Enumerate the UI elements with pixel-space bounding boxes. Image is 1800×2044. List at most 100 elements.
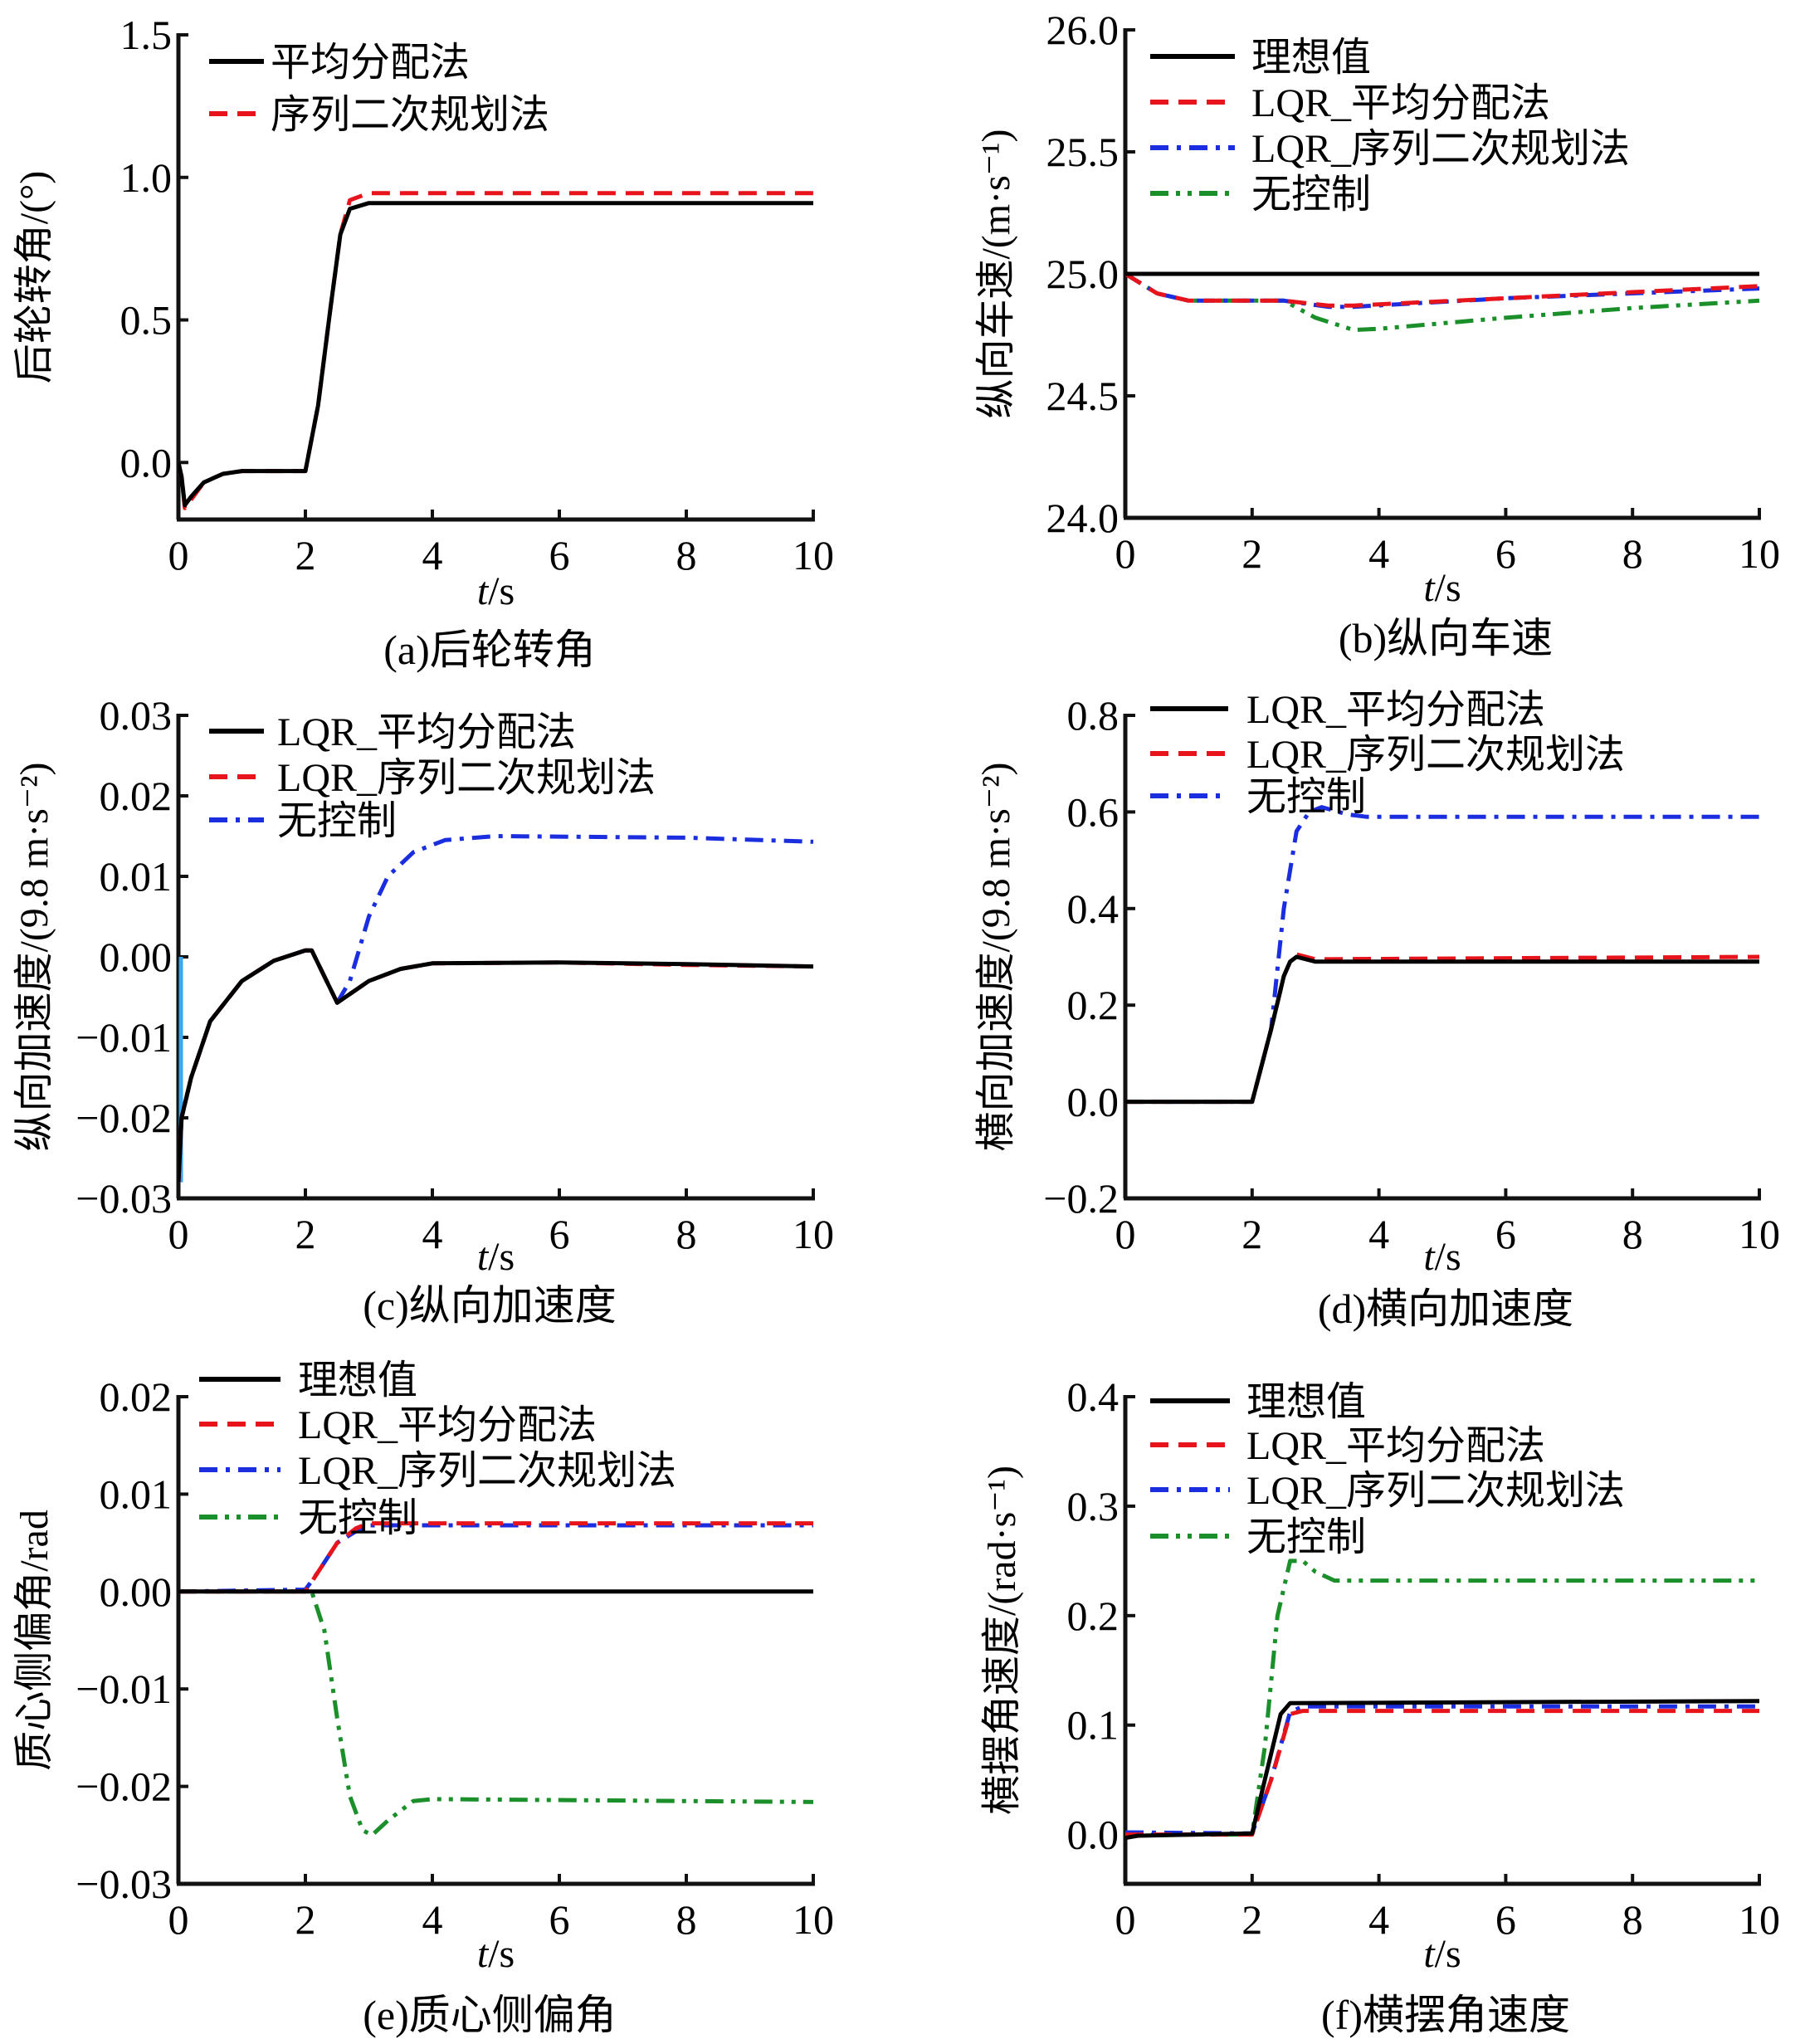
x-axis-variable: t <box>1423 1235 1436 1279</box>
legend-label: LQR_序列二次规划法 <box>1246 733 1625 777</box>
panel-b: 24.0 24.5 25.0 25.5 26.0 0 2 4 6 8 10 理想值LQR_平均分配法L… <box>974 7 1780 661</box>
legend-label: LQR_平均分配法 <box>298 1403 597 1447</box>
series-line-2 <box>178 1523 813 1594</box>
y-tick-label: 0.01 <box>100 853 173 900</box>
x-tick-label: 0 <box>168 1896 189 1943</box>
y-tick-label: 0.00 <box>100 934 173 980</box>
y-tick-label: 1.5 <box>120 12 173 58</box>
x-axis-unit: /s <box>1435 1932 1461 1976</box>
legend-label: LQR_序列二次规划法 <box>277 756 656 800</box>
x-tick-label: 10 <box>1739 530 1780 577</box>
legend-label: LQR_平均分配法 <box>1246 688 1545 732</box>
x-tick-label: 10 <box>1739 1896 1780 1943</box>
series-line-0 <box>178 948 814 1183</box>
y-tick-label: 0.6 <box>1067 788 1120 835</box>
series-line-2 <box>1125 1704 1759 1836</box>
x-tick-label: 8 <box>1622 1896 1643 1943</box>
y-tick-label: 25.0 <box>1046 251 1120 297</box>
x-axis-title: t/s <box>477 1932 515 1976</box>
panel-caption: (e)质心侧偏角 <box>363 1992 617 2038</box>
series-line-1 <box>178 948 814 1183</box>
series-line-3 <box>178 1589 814 1837</box>
y-axis-title: 质心侧偏角/rad <box>12 1510 56 1771</box>
legend-label: 理想值 <box>1251 36 1371 80</box>
legend-label: 理想值 <box>298 1359 417 1403</box>
panel-caption: (f)横摆角速度 <box>1321 1992 1570 2038</box>
x-axis-title: t/s <box>1423 1932 1461 1976</box>
x-tick-label: 8 <box>1622 1211 1643 1257</box>
panel-f: 0.0 0.1 0.2 0.3 0.4 0 2 4 6 8 10 理想值LQR_平均分配法LQR_序列… <box>980 1373 1780 2038</box>
x-axis-title: t/s <box>1423 566 1461 610</box>
x-axis-unit: /s <box>1435 1235 1461 1279</box>
panel-caption: (d)横向加速度 <box>1318 1285 1573 1332</box>
panel-d: −0.2 0.0 0.2 0.4 0.6 0.8 0 2 4 6 8 10 LQR_平均分配法LQR_序… <box>974 688 1780 1332</box>
x-axis-title: t/s <box>477 569 515 613</box>
legend-label: 序列二次规划法 <box>271 93 549 137</box>
x-tick-label: 6 <box>1495 1896 1516 1943</box>
x-tick-label: 8 <box>1622 530 1643 577</box>
panel-e: −0.03−0.02−0.010.000.010.020 2 4 6 8 10理想值LQR… <box>12 1359 834 2038</box>
x-tick-label: 6 <box>1495 1211 1516 1257</box>
x-tick-label: 6 <box>549 1896 570 1943</box>
y-tick-label: 0.01 <box>100 1471 173 1517</box>
x-axis-title: t/s <box>477 1235 515 1279</box>
y-tick-label: −0.02 <box>76 1763 172 1810</box>
y-tick-label: 0.5 <box>120 297 173 344</box>
panel-c: −0.03 −0.02 −0.01 0.00 0.01 0.02 0.03 0 2 4 6 8 10 LQ… <box>12 692 834 1329</box>
legend-label: LQR_序列二次规划法 <box>1251 127 1630 171</box>
series-line-1 <box>1125 952 1760 1105</box>
x-axis-unit: /s <box>1435 566 1461 610</box>
legend-label: 理想值 <box>1246 1380 1366 1424</box>
series-line-3 <box>1125 1559 1759 1837</box>
series-line-2 <box>1125 805 1759 1105</box>
legend-label: 无控制 <box>277 799 397 843</box>
x-tick-label: 2 <box>1241 1896 1262 1943</box>
series-line-1 <box>1125 271 1760 308</box>
y-tick-label: 0.8 <box>1067 692 1120 739</box>
x-tick-label: 0 <box>1115 1211 1136 1257</box>
y-tick-label: 0.2 <box>1067 982 1120 1028</box>
legend-label: 无控制 <box>1251 173 1371 217</box>
y-tick-label: 0.02 <box>100 773 173 819</box>
x-tick-label: 4 <box>1368 1896 1389 1943</box>
legend-label: 无控制 <box>1246 775 1366 819</box>
y-tick-label: 0.03 <box>100 692 173 739</box>
x-axis-variable: t <box>477 1235 490 1279</box>
x-tick-label: 0 <box>168 1211 189 1257</box>
x-tick-label: 6 <box>549 532 570 578</box>
y-tick-label: 25.5 <box>1046 129 1120 175</box>
x-tick-label: 10 <box>793 1211 834 1257</box>
x-axis-unit: /s <box>488 1932 515 1976</box>
y-tick-label: 0.0 <box>1067 1812 1120 1858</box>
panel-caption: (a)后轮转角 <box>383 627 596 673</box>
x-axis-variable: t <box>477 1932 490 1976</box>
y-tick-label: 24.0 <box>1046 495 1120 541</box>
series-line-1 <box>178 191 813 510</box>
x-tick-label: 2 <box>295 1896 316 1943</box>
y-tick-label: 1.0 <box>120 154 173 201</box>
y-tick-label: −0.03 <box>76 1175 172 1222</box>
y-tick-label: 24.5 <box>1046 373 1120 419</box>
legend-label: LQR_平均分配法 <box>277 710 576 754</box>
y-axis-title: 纵向车速/(m·s⁻¹) <box>974 129 1018 418</box>
x-tick-label: 2 <box>295 532 316 578</box>
x-tick-label: 2 <box>1241 1211 1262 1257</box>
y-tick-label: −0.01 <box>76 1666 172 1712</box>
y-tick-label: 0.2 <box>1067 1593 1120 1639</box>
x-tick-label: 8 <box>676 1211 697 1257</box>
y-tick-label: −0.03 <box>76 1861 172 1907</box>
y-tick-label: −0.02 <box>76 1095 172 1141</box>
x-tick-label: 2 <box>295 1211 316 1257</box>
legend-label: 平均分配法 <box>271 41 470 85</box>
x-tick-label: 8 <box>676 532 697 578</box>
x-tick-label: 8 <box>676 1896 697 1943</box>
legend-label: LQR_序列二次规划法 <box>298 1449 676 1493</box>
series-line-2 <box>178 834 814 1183</box>
